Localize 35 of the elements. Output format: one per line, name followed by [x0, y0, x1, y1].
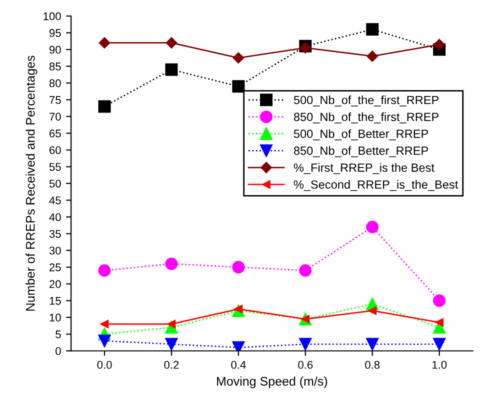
- y-tick-label: 55: [49, 163, 61, 171]
- x-tick-label: 1.0: [432, 360, 447, 369]
- y-tick-label: 10: [50, 314, 61, 322]
- y-tick-label: 30: [49, 246, 61, 255]
- legend-label: %_First_RREP_is the Best: [294, 163, 434, 174]
- legend-label: 850_Nb_of_Better_RREP: [294, 146, 428, 158]
- y-tick-label: 45: [49, 196, 61, 204]
- y-tick-label: 40: [49, 213, 61, 222]
- y-tick-label: 15: [50, 297, 61, 305]
- y-tick-label: 75: [50, 96, 61, 104]
- y-tick-label: 35: [49, 230, 61, 238]
- x-tick-label: 0.0: [97, 360, 112, 369]
- y-tick-label: 95: [49, 29, 61, 37]
- y-tick-label: 5: [56, 330, 61, 338]
- x-tick-label: 0.8: [365, 360, 380, 369]
- y-tick-label: 70: [50, 112, 61, 121]
- y-tick-label: 80: [49, 79, 61, 88]
- y-tick-label: 20: [50, 280, 61, 288]
- legend-label: 500_Nb_of_the_first_RREP: [294, 96, 439, 106]
- legend-label: %_Second_RREP_is_the_Best: [294, 180, 458, 191]
- x-tick-label: 0.2: [164, 360, 179, 369]
- y-tick-label: 85: [49, 62, 61, 70]
- y-tick-label: 60: [50, 146, 61, 154]
- y-tick-label: 25: [50, 263, 61, 272]
- x-tick-label: 0.6: [298, 360, 313, 369]
- y-tick-label: 50: [49, 180, 61, 188]
- y-tick-label: 90: [49, 46, 61, 54]
- y-tick-label: 0: [56, 347, 61, 356]
- legend-label: 850_Nb_of_the_first_RREP: [294, 112, 439, 124]
- x-tick-label: 0.4: [231, 360, 246, 369]
- y-tick-label: 65: [50, 130, 61, 138]
- legend-label: 500_Nb_of_Better_RREP: [294, 129, 428, 140]
- x-axis-title: Moving Speed (m/s): [217, 376, 328, 388]
- y-axis-title: Number of RREPs Received and Percentages: [26, 56, 38, 311]
- y-tick-label: 100: [44, 12, 61, 20]
